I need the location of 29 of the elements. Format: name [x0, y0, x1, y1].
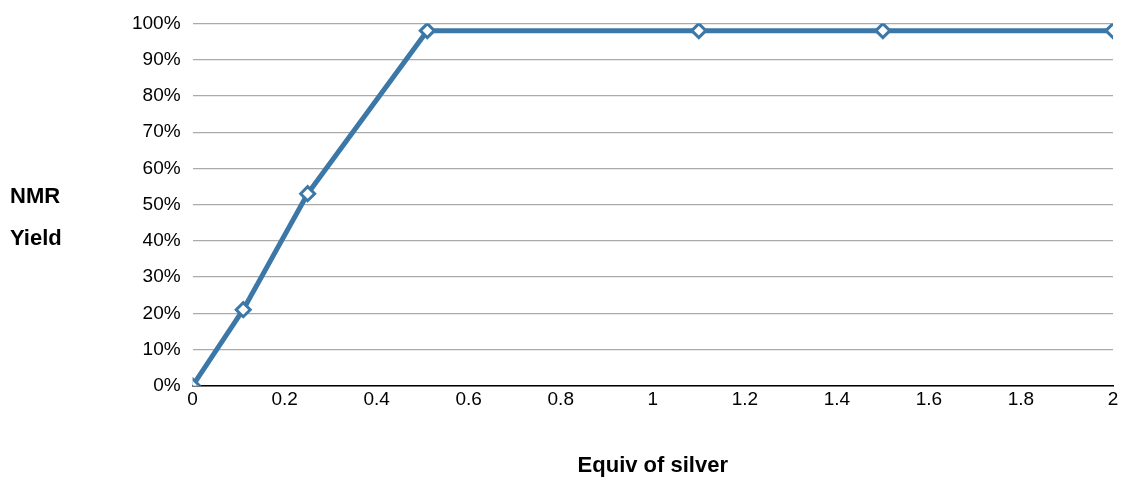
- y-tick-label: 20%: [142, 301, 181, 323]
- y-tick-label: 60%: [142, 156, 181, 178]
- y-axis-title: NMR Yield: [10, 182, 63, 252]
- x-tick-label: 1: [647, 388, 659, 410]
- x-tick-label: 0.2: [271, 388, 298, 410]
- point: [299, 185, 317, 203]
- x-tick-label: 1.6: [915, 388, 943, 410]
- x-tick-label: 0.6: [455, 388, 482, 410]
- x-tick-label: 1.2: [731, 388, 759, 410]
- y-tick-label: 50%: [142, 192, 181, 214]
- x-tick-label: 1.8: [1007, 388, 1035, 410]
- y-tick-label: 90%: [142, 47, 181, 69]
- y-tick-label: 70%: [142, 120, 181, 142]
- x-tick-label: 2: [1107, 388, 1119, 410]
- point: [690, 23, 708, 40]
- x-tick-label: 1.4: [823, 388, 851, 410]
- point: [874, 23, 892, 40]
- y-tick-label: 100%: [131, 11, 181, 33]
- x-axis-title: Equiv of silver: [577, 451, 729, 477]
- point: [234, 301, 252, 319]
- point: [418, 23, 436, 40]
- y-tick-label: 30%: [142, 265, 181, 287]
- y-tick-label: 0%: [153, 374, 181, 396]
- x-tick-label: 0.4: [363, 388, 391, 410]
- y-tick-label: 40%: [142, 229, 181, 251]
- y-tick-label: 10%: [142, 337, 181, 359]
- x-tick-label: 0: [187, 388, 198, 410]
- y-tick-label: 80%: [142, 84, 181, 106]
- x-tick-label: 0.8: [547, 388, 574, 410]
